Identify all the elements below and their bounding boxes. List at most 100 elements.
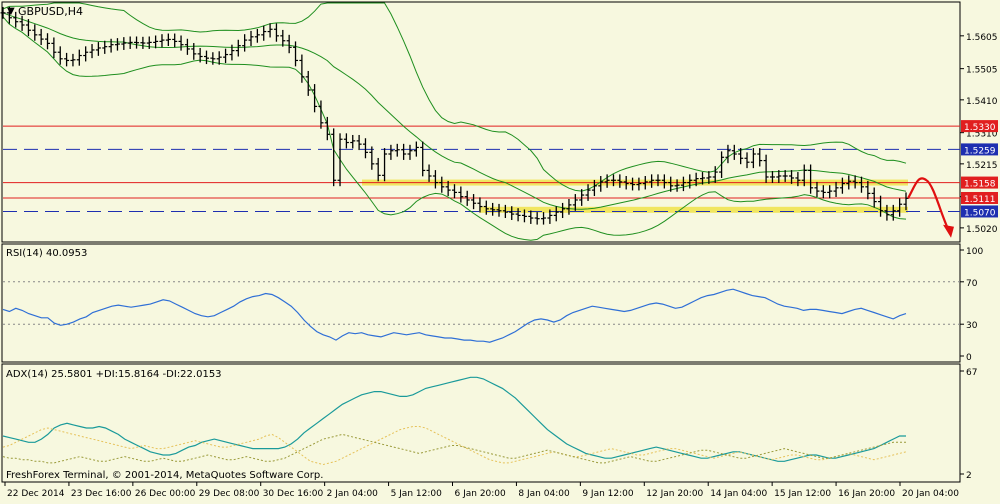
ohlc-bar [655,174,661,187]
ohlc-bar [172,33,178,48]
price-tick-label: 1.5605 [966,33,998,43]
time-tick-label: 2 Jan 04:00 [327,489,379,499]
rsi-tick-label: 30 [966,321,978,331]
ohlc-bar [102,40,108,54]
ohlc-bar [38,28,44,46]
ohlc-bar [808,164,814,194]
ohlc-bar [521,209,527,223]
ohlc-bar [490,202,496,216]
ohlc-bar [191,43,197,60]
forecast-arrowhead-icon [943,224,954,238]
adx-label: ADX(14) 25.5801 +DI:15.8164 -DI:22.0153 [6,369,222,380]
ohlc-bar [591,179,597,197]
ohlc-bar [32,24,38,41]
ohlc-bar [267,23,273,38]
ohlc-bar [70,53,76,67]
ohlc-bar [731,144,737,160]
ohlc-bar [394,143,400,157]
ohlc-bar [890,204,896,221]
ohlc-bar [178,35,184,51]
ohlc-bar [146,36,152,49]
symbol-label: GBPUSD,H4 [18,5,83,18]
ohlc-bar [369,146,375,170]
rsi-label: RSI(14) 40.0953 [6,248,87,259]
ohlc-bar [401,143,407,160]
rsi-tick-label: 100 [966,247,983,257]
ohlc-bar [502,204,508,219]
price-tick-label: 1.5505 [966,66,998,76]
forecast-curve [907,177,951,234]
ohlc-bar [153,35,159,49]
rsi-panel-frame [1,243,961,363]
ohlc-bar [413,141,419,157]
bollinger-lower-band [2,16,907,241]
ohlc-bar [725,144,731,164]
ohlc-bar [776,170,782,183]
ohlc-bar [680,176,686,192]
copyright-text: FreshForex Terminal, © 2001-2014, MetaQu… [6,470,323,481]
ohlc-bar [846,175,852,190]
ohlc-bar [203,50,209,65]
ohlc-bar [839,177,845,194]
adx-series-ADX [2,376,906,462]
level-price-tag-bg [961,205,998,218]
bollinger-upper-band [2,2,907,192]
price-tick-label: 1.5020 [966,225,998,235]
ohlc-bar [528,210,534,224]
price-tick-label: 1.5310 [966,130,998,140]
ohlc-bar [712,166,718,183]
ohlc-bar [331,128,337,187]
ohlc-bar [229,44,235,61]
adx-series-plusminus-DI [2,426,907,466]
ohlc-bar [464,190,470,206]
ohlc-bar [598,176,604,192]
ohlc-bar [445,180,451,197]
ohlc-bar [814,181,820,198]
ohlc-bar [261,25,267,41]
level-price-tag: 1.5158 [961,176,998,190]
price-panel-frame [1,1,961,243]
time-tick-label: 23 Dec 16:00 [71,489,132,499]
ohlc-bar [547,209,553,224]
adx-tick-label: 67 [966,368,977,378]
time-tick-label: 15 Jan 12:00 [774,489,831,499]
ohlc-bar [83,46,89,62]
time-tick-label: 16 Jan 20:00 [838,489,895,499]
ohlc-bar [674,179,680,192]
ohlc-bar [661,174,667,189]
price-tick-label: 1.5410 [966,97,998,107]
rsi-tick-label: 0 [966,353,972,363]
ohlc-bar [769,171,775,183]
bollinger-middle-band [2,12,907,210]
ohlc-bar [25,19,31,37]
ohlc-bar [782,170,788,182]
ohlc-bar [693,172,699,187]
ohlc-bar [483,200,489,215]
ohlc-bar [604,174,610,188]
ohlc-bar [744,152,750,169]
ohlc-bar [553,206,559,222]
ohlc-bar [617,174,623,188]
ohlc-bar [566,198,572,215]
chart-menu-triangle-icon[interactable]: ▼ [7,6,15,17]
ohlc-bar [382,148,388,182]
ohlc-bar [343,133,349,149]
ohlc-bar [324,116,330,141]
ohlc-bar [197,47,203,63]
ohlc-bar [579,189,585,206]
ohlc-bar [57,46,63,65]
ohlc-bar [337,133,343,187]
time-tick-label: 8 Jan 04:00 [518,489,570,499]
ohlc-bar [223,48,229,64]
ohlc-bar [13,11,19,28]
ohlc-bar [280,29,286,47]
time-tick-label: 14 Jan 04:00 [710,489,767,499]
ohlc-bar [763,154,769,183]
ohlc-bar [833,181,839,198]
time-tick-label: 12 Jan 20:00 [646,489,703,499]
ohlc-bar [432,170,438,189]
time-axis: 22 Dec 2014 23 Dec 16:00 26 Dec 00:00 29 De… [4,482,959,499]
ohlc-bar [108,38,114,53]
ohlc-bar [420,141,426,177]
